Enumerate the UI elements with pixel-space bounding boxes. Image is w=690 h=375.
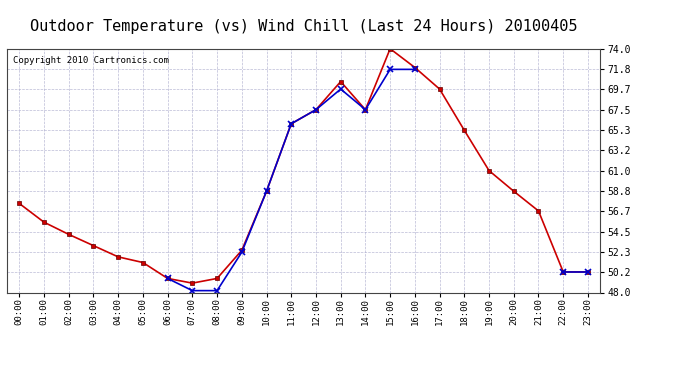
Text: Outdoor Temperature (vs) Wind Chill (Last 24 Hours) 20100405: Outdoor Temperature (vs) Wind Chill (Las… xyxy=(30,19,578,34)
Text: Copyright 2010 Cartronics.com: Copyright 2010 Cartronics.com xyxy=(13,56,169,65)
